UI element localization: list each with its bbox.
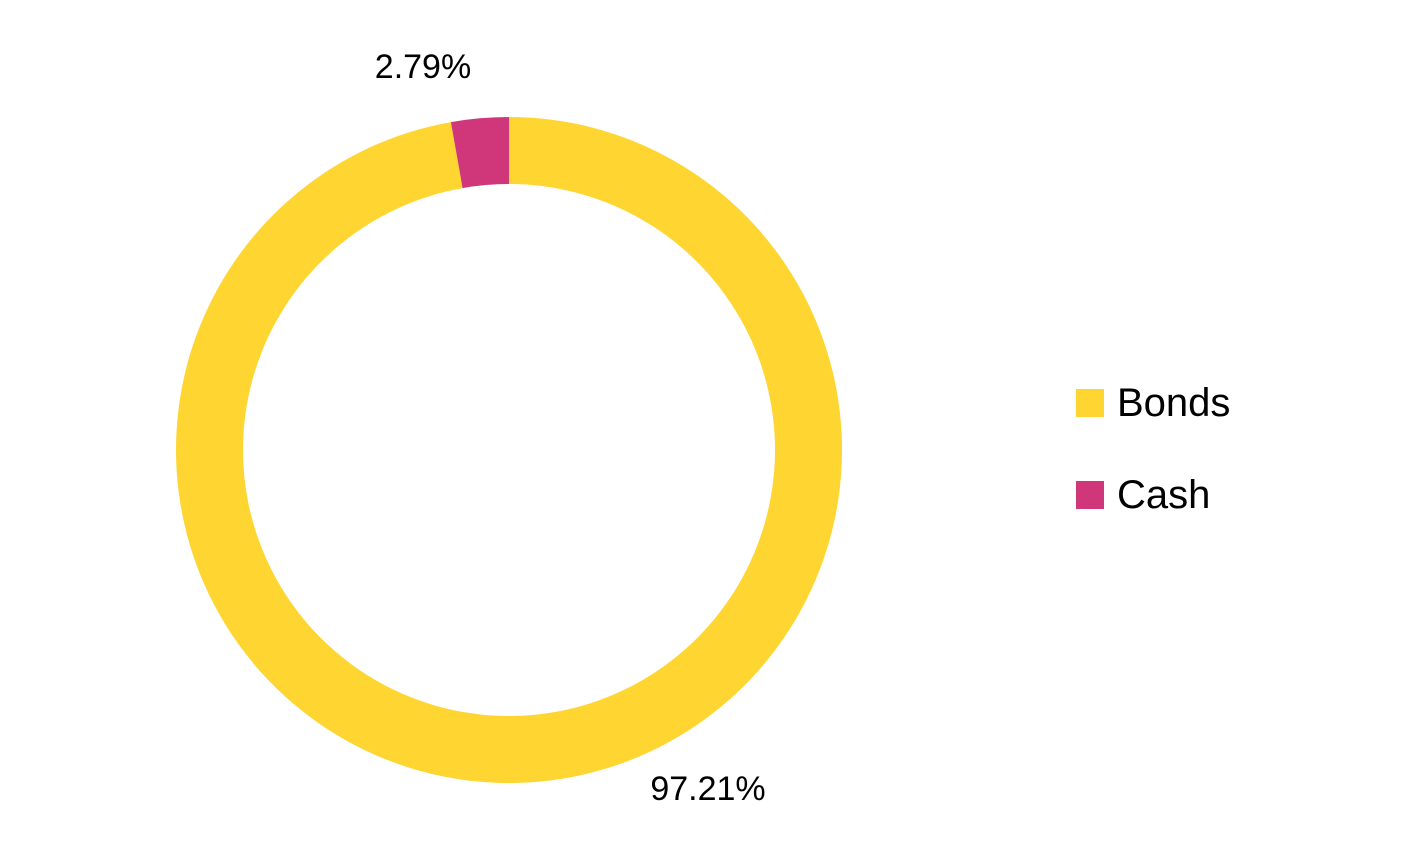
data-label-cash: 2.79% (375, 48, 471, 86)
slice-bonds (176, 117, 843, 783)
legend-label-cash: Cash (1117, 473, 1210, 517)
legend-swatch-bonds (1076, 389, 1104, 417)
data-label-bonds: 97.21% (650, 770, 765, 808)
legend-item-bonds: Bonds (1076, 381, 1230, 425)
legend: Bonds Cash (1076, 381, 1230, 517)
data-labels: 97.21% 2.79% (375, 48, 766, 808)
slice-cash (450, 117, 509, 189)
legend-swatch-cash (1076, 481, 1104, 509)
legend-item-cash: Cash (1076, 473, 1210, 517)
donut-slices (176, 117, 843, 783)
legend-label-bonds: Bonds (1117, 381, 1230, 425)
